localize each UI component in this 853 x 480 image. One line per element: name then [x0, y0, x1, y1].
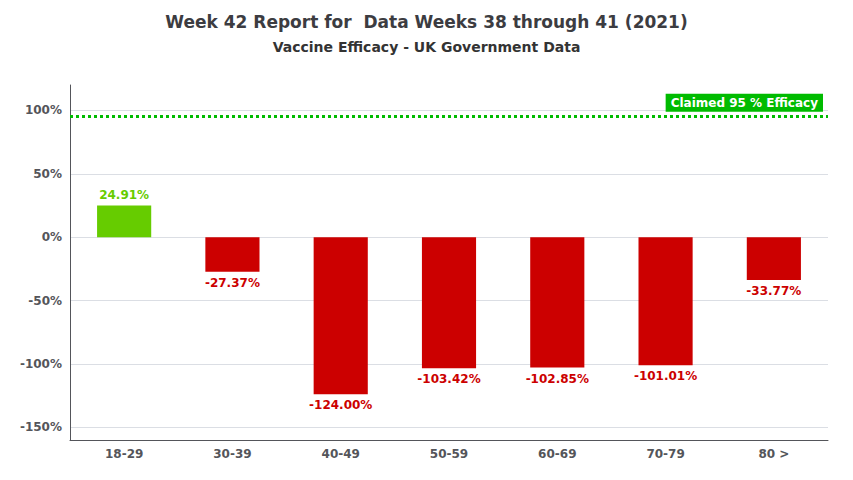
svg-text:50%: 50% — [33, 167, 62, 181]
svg-text:-150%: -150% — [20, 420, 62, 434]
svg-text:-27.37%: -27.37% — [205, 276, 260, 290]
svg-text:0%: 0% — [42, 230, 62, 244]
svg-text:-100%: -100% — [20, 357, 62, 371]
svg-text:-33.77%: -33.77% — [746, 284, 801, 298]
svg-text:-102.85%: -102.85% — [526, 372, 589, 386]
svg-text:70-79: 70-79 — [646, 447, 684, 461]
svg-text:40-49: 40-49 — [322, 447, 360, 461]
svg-text:-124.00%: -124.00% — [309, 398, 372, 412]
svg-text:100%: 100% — [25, 103, 62, 117]
svg-text:50-59: 50-59 — [430, 447, 468, 461]
svg-text:-50%: -50% — [28, 294, 62, 308]
svg-text:24.91%: 24.91% — [99, 188, 149, 202]
svg-text:Claimed 95 % Efficacy: Claimed 95 % Efficacy — [671, 96, 819, 110]
svg-text:60-69: 60-69 — [538, 447, 576, 461]
svg-text:80 >: 80 > — [758, 447, 789, 461]
svg-text:Vaccine Efficacy - UK Governme: Vaccine Efficacy - UK Government Data — [273, 39, 581, 55]
svg-text:30-39: 30-39 — [213, 447, 251, 461]
svg-text:18-29: 18-29 — [105, 447, 143, 461]
svg-text:-103.42%: -103.42% — [417, 372, 480, 386]
svg-text:-101.01%: -101.01% — [634, 369, 697, 383]
svg-text:Week 42 Report for Data Weeks: Week 42 Report for Data Weeks 38 through… — [165, 12, 687, 32]
